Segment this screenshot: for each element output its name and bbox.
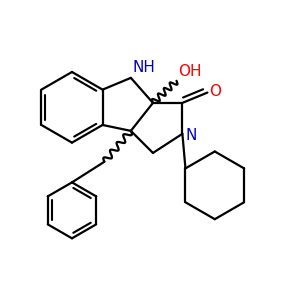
Text: N: N	[185, 128, 197, 143]
Text: OH: OH	[178, 64, 202, 79]
Text: NH: NH	[132, 60, 155, 75]
Text: O: O	[209, 85, 221, 100]
